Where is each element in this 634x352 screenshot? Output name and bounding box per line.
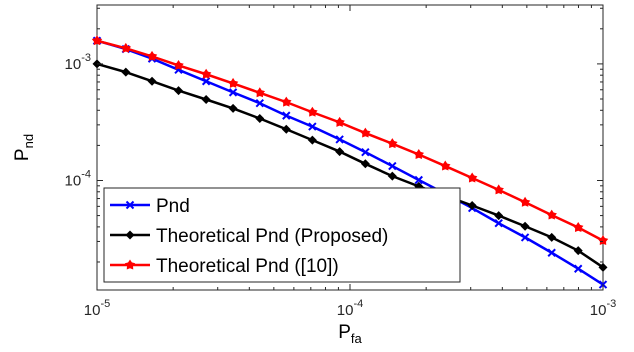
- star-marker: [254, 87, 266, 98]
- x-marker: [520, 233, 530, 242]
- x-marker: [125, 200, 135, 210]
- x-marker: [228, 88, 238, 97]
- y-axis-label: Pnd: [12, 134, 36, 161]
- star-marker: [334, 116, 345, 127]
- y-tick-label: 10-4: [65, 168, 91, 189]
- legend-item: Pnd: [110, 196, 190, 217]
- legend-box: [103, 187, 461, 283]
- x-marker: [547, 248, 556, 257]
- x-axis-label: Pfa: [338, 322, 362, 346]
- diamond-marker: [494, 211, 504, 221]
- diamond-marker: [147, 76, 157, 86]
- star-marker: [173, 59, 184, 70]
- x-tick-label: 10-4: [337, 298, 363, 319]
- x-tick-label: 10-5: [84, 298, 110, 319]
- ticks: [96, 5, 604, 290]
- star-marker: [307, 106, 318, 117]
- star-marker: [466, 172, 478, 183]
- x-marker: [308, 122, 317, 131]
- x-marker: [335, 135, 344, 144]
- star-marker: [281, 96, 292, 107]
- x-marker: [255, 99, 265, 108]
- diamond-marker: [520, 221, 530, 231]
- star-marker: [227, 77, 239, 88]
- star-marker: [519, 196, 531, 207]
- x-marker: [494, 219, 503, 228]
- series-2: [91, 35, 609, 246]
- star-marker: [387, 138, 398, 149]
- legend-item: Theoretical Pnd ([10]): [110, 256, 339, 277]
- legend-item: Theoretical Pnd (Proposed): [110, 226, 388, 247]
- diamond-marker: [467, 201, 477, 211]
- star-marker: [597, 235, 609, 246]
- x-marker: [201, 77, 211, 86]
- diamond-marker: [281, 124, 291, 134]
- star-marker: [360, 127, 371, 138]
- diamond-marker: [547, 232, 557, 242]
- series-line: [96, 39, 604, 242]
- star-marker: [91, 35, 103, 46]
- y-tick-label: 10-3: [65, 52, 91, 73]
- star-marker: [146, 50, 158, 61]
- legend-label: Theoretical Pnd ([10]): [156, 256, 339, 277]
- diamond-marker: [201, 95, 211, 105]
- x-marker: [361, 147, 370, 157]
- diamond-marker: [255, 114, 265, 124]
- series-layer: [91, 35, 609, 289]
- diamond-marker: [228, 103, 238, 113]
- star-marker: [200, 68, 212, 79]
- diamond-marker: [307, 135, 317, 145]
- star-marker: [572, 222, 584, 232]
- diamond-marker: [125, 230, 135, 240]
- x-marker: [573, 264, 583, 273]
- diamond-marker: [598, 262, 608, 272]
- diamond-marker: [387, 171, 397, 181]
- diamond-marker: [573, 246, 583, 256]
- legend-label: Theoretical Pnd (Proposed): [156, 226, 388, 247]
- star-marker: [413, 149, 425, 159]
- diamond-marker: [335, 147, 345, 157]
- star-marker: [440, 160, 451, 171]
- diamond-marker: [360, 159, 370, 169]
- x-marker: [282, 111, 291, 120]
- x-marker: [414, 175, 423, 185]
- series-line: [96, 39, 604, 286]
- axes-layer: 10-5 10-4 10-3 10-4 10-3 Pfa Pnd: [12, 5, 616, 346]
- legend: Pnd Theoretical Pnd (Proposed) Theoretical…: [103, 187, 461, 283]
- diamond-marker: [174, 86, 184, 96]
- star-marker: [124, 259, 136, 270]
- series-line: [96, 62, 604, 269]
- legend-label: Pnd: [156, 196, 190, 217]
- star-marker: [493, 184, 504, 195]
- diamond-marker: [121, 67, 131, 77]
- x-tick-label: 10-3: [590, 298, 616, 319]
- star-marker: [546, 209, 557, 220]
- star-marker: [120, 42, 132, 53]
- x-marker: [388, 161, 397, 171]
